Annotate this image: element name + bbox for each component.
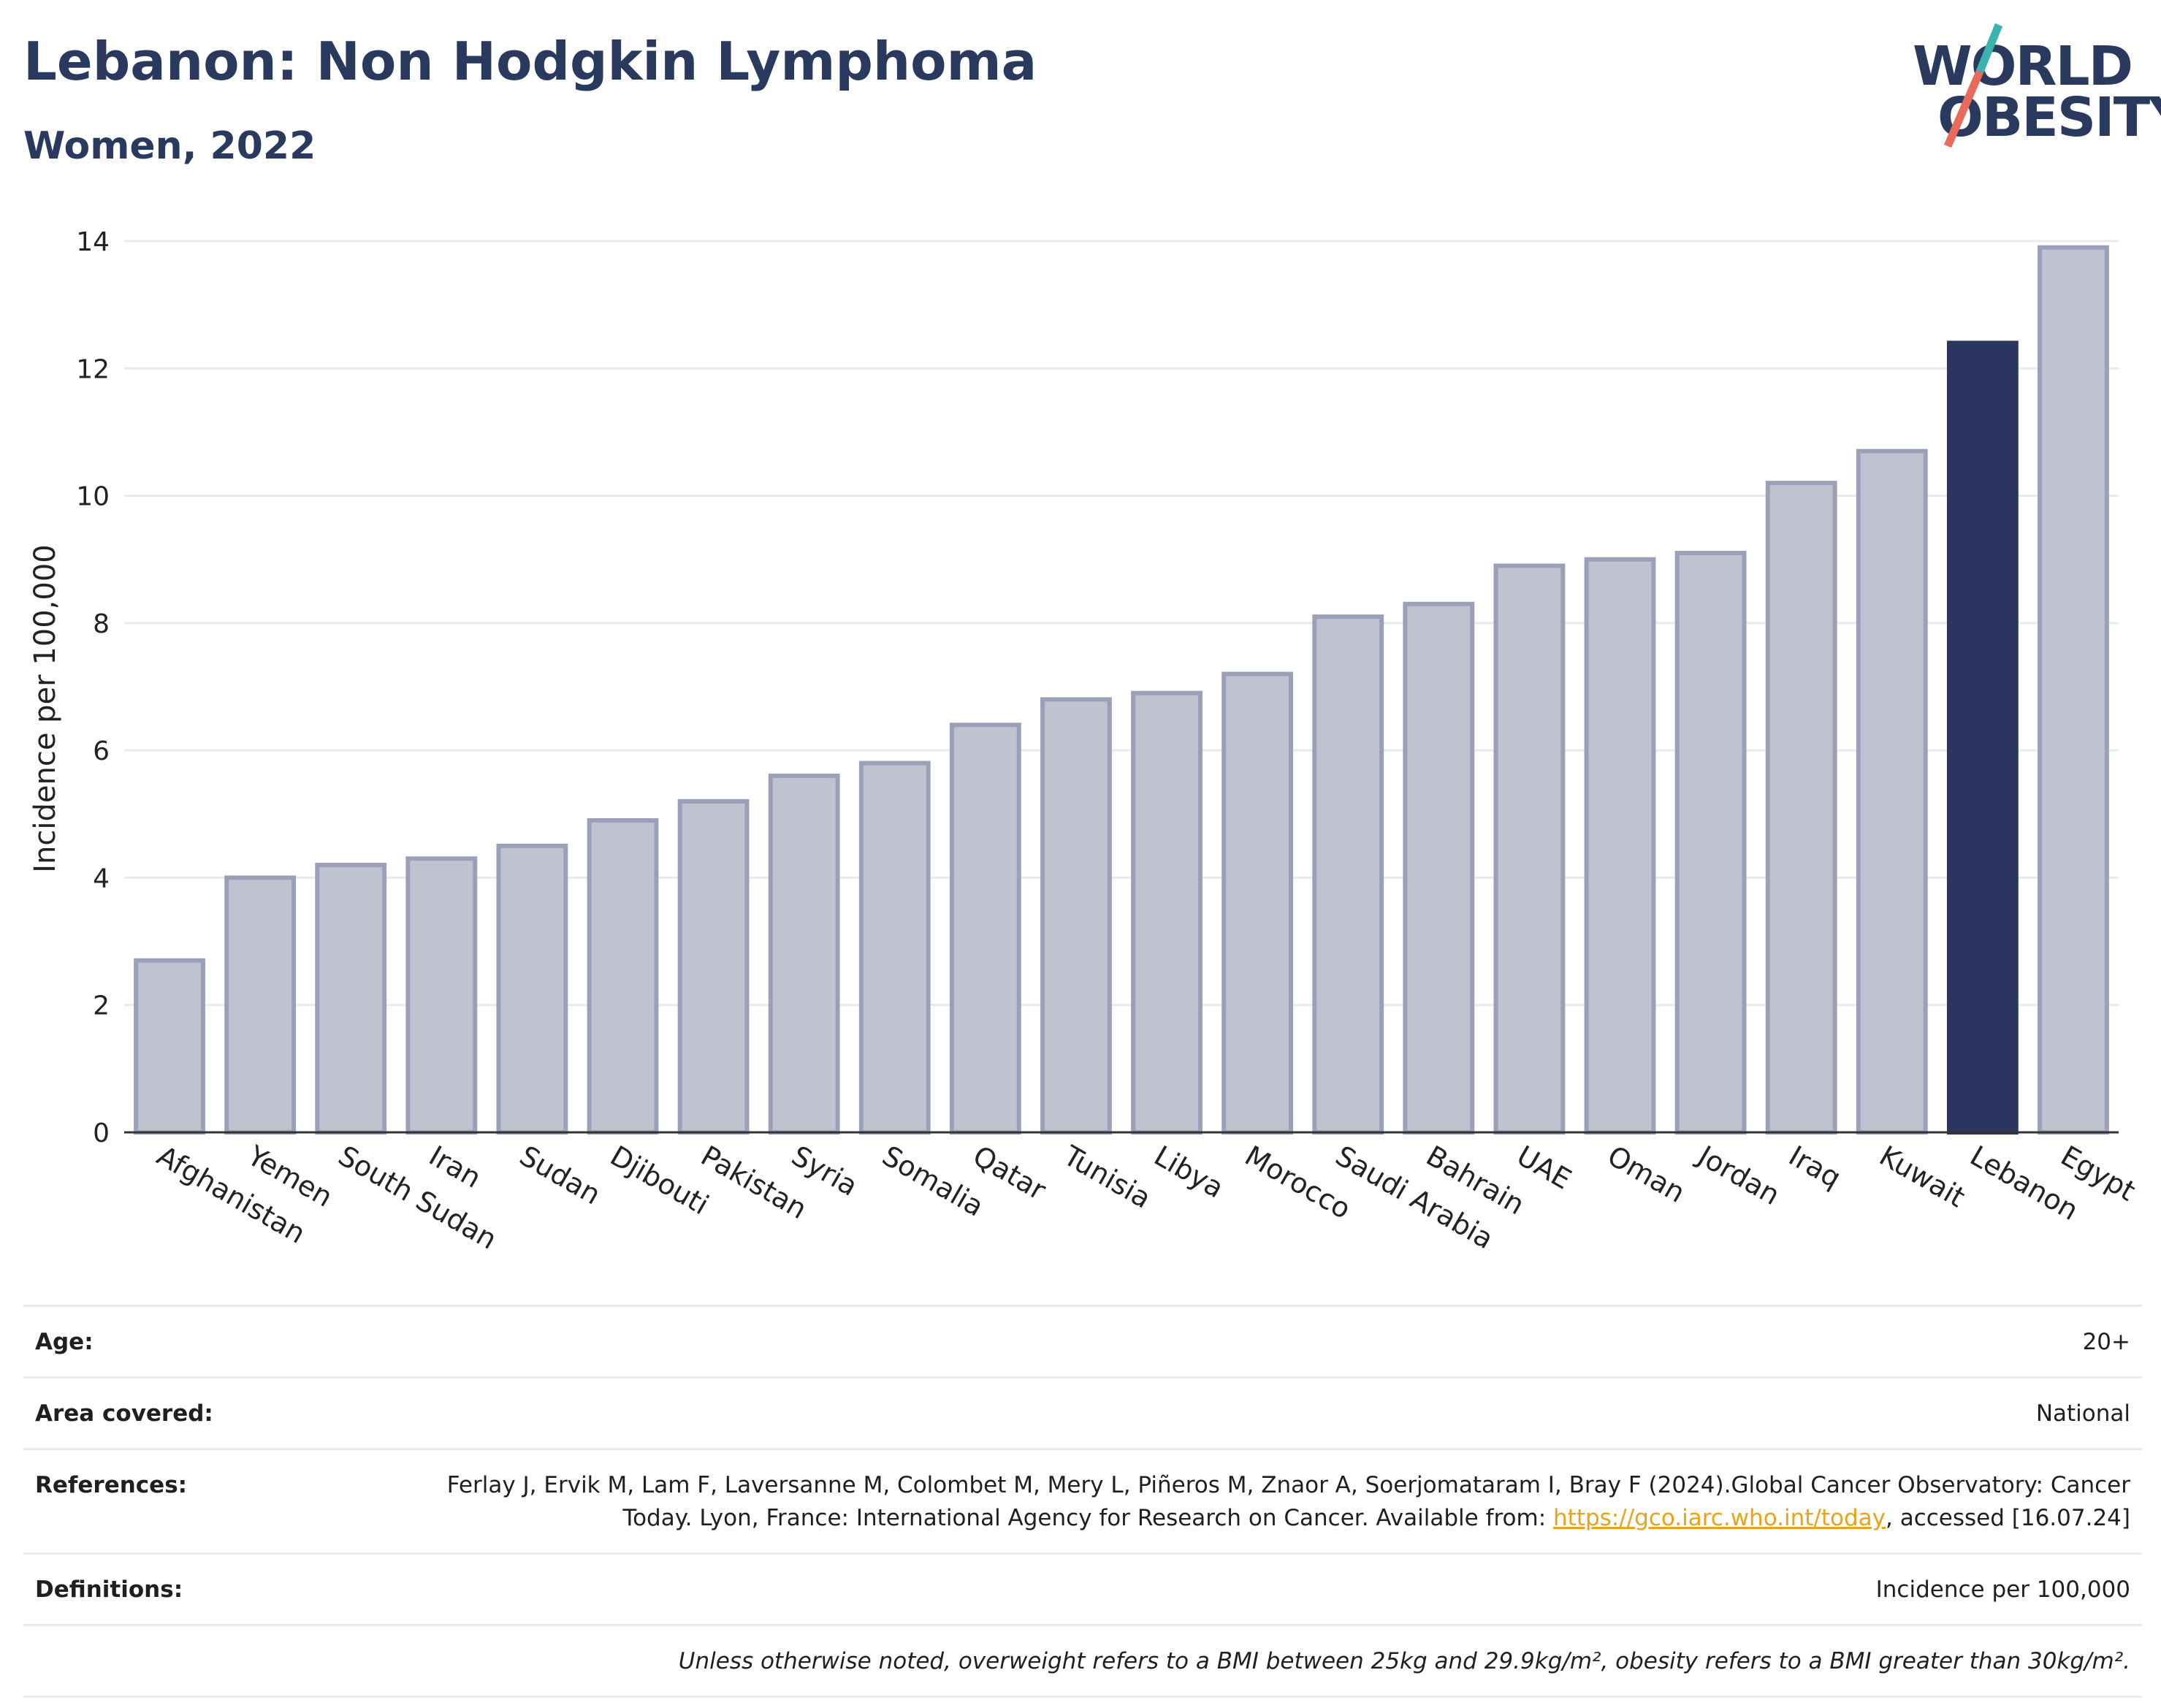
x-tick-label: Somalia — [877, 1140, 989, 1223]
info-row-area: Area covered: National — [23, 1376, 2142, 1448]
page-title: Lebanon: Non Hodgkin Lymphoma — [23, 31, 1037, 92]
bar — [1493, 563, 1566, 1135]
bar — [496, 843, 568, 1135]
info-row-note: Unless otherwise noted, overweight refer… — [23, 1623, 2142, 1698]
area-value: National — [2035, 1400, 2130, 1427]
info-row-age: Age: 20+ — [23, 1305, 2142, 1376]
bar — [949, 723, 1021, 1135]
bar — [587, 818, 659, 1135]
info-row-definitions: Definitions: Incidence per 100,000 — [23, 1552, 2142, 1624]
y-tick-label: 10 — [76, 482, 110, 512]
bar — [1221, 671, 1294, 1135]
references-value: Ferlay J, Ervik M, Lam F, Laversanne M, … — [377, 1469, 2130, 1535]
bar — [1946, 340, 2019, 1135]
x-tick-label: Sudan — [514, 1140, 606, 1211]
y-tick-label: 4 — [93, 863, 110, 893]
references-link[interactable]: https://gco.iarc.who.int/today — [1553, 1504, 1886, 1531]
bar — [1312, 614, 1384, 1135]
x-tick-label: South Sudan — [333, 1140, 503, 1256]
bar — [1131, 690, 1203, 1135]
x-tick-label: Kuwait — [1874, 1140, 1970, 1214]
logo-slash-icon — [1943, 23, 2003, 148]
x-tick-label: UAE — [1512, 1140, 1577, 1196]
bar — [677, 798, 750, 1135]
world-obesity-logo: WORLD OBESITY — [1907, 22, 2161, 153]
bar — [134, 958, 205, 1135]
logo-text-line1: WORLD — [1913, 35, 2133, 98]
y-tick-label: 14 — [76, 227, 110, 257]
references-text: Ferlay J, Ervik M, Lam F, Laversanne M, … — [446, 1471, 2130, 1531]
references-tail: , accessed [16.07.24] — [1885, 1504, 2130, 1531]
bar — [2038, 245, 2109, 1135]
y-tick-label: 0 — [93, 1118, 110, 1148]
y-tick-label: 2 — [93, 991, 110, 1021]
bar — [1674, 551, 1747, 1135]
bar — [224, 875, 297, 1135]
info-table: Age: 20+ Area covered: National Referenc… — [23, 1305, 2142, 1698]
age-label: Age: — [35, 1329, 94, 1355]
y-tick-label: 8 — [93, 609, 110, 639]
x-tick-label: Iran — [424, 1140, 487, 1194]
logo-text-line2: OBESITY — [1937, 86, 2161, 149]
age-value: 20+ — [2082, 1329, 2130, 1355]
x-tick-label: Jordan — [1691, 1139, 1785, 1212]
y-axis-title: Incidence per 100,000 — [28, 544, 62, 873]
references-label: References: — [35, 1471, 188, 1498]
y-tick-label: 12 — [76, 354, 110, 384]
x-tick-label: Tunisia — [1058, 1139, 1156, 1215]
obesity-definition-note: Unless otherwise noted, overweight refer… — [678, 1647, 2130, 1674]
bar — [1584, 557, 1656, 1135]
bar — [1040, 697, 1112, 1135]
bar — [1403, 601, 1475, 1135]
bar — [1765, 481, 1837, 1135]
definitions-label: Definitions: — [35, 1576, 183, 1603]
x-tick-label: Libya — [1149, 1140, 1230, 1205]
bar — [1856, 449, 1928, 1135]
bar — [858, 760, 931, 1135]
info-row-references: References: Ferlay J, Ervik M, Lam F, La… — [23, 1447, 2142, 1552]
bar — [405, 856, 478, 1135]
bar — [768, 774, 840, 1135]
x-tick-label: Oman — [1602, 1140, 1691, 1209]
definitions-value: Incidence per 100,000 — [1875, 1576, 2130, 1603]
x-tick-label: Iraq — [1783, 1140, 1846, 1194]
page-subtitle: Women, 2022 — [23, 124, 316, 168]
x-tick-label: Djibouti — [605, 1140, 714, 1221]
bar — [315, 863, 387, 1135]
y-tick-label: 6 — [93, 736, 110, 766]
area-label: Area covered: — [35, 1400, 213, 1427]
